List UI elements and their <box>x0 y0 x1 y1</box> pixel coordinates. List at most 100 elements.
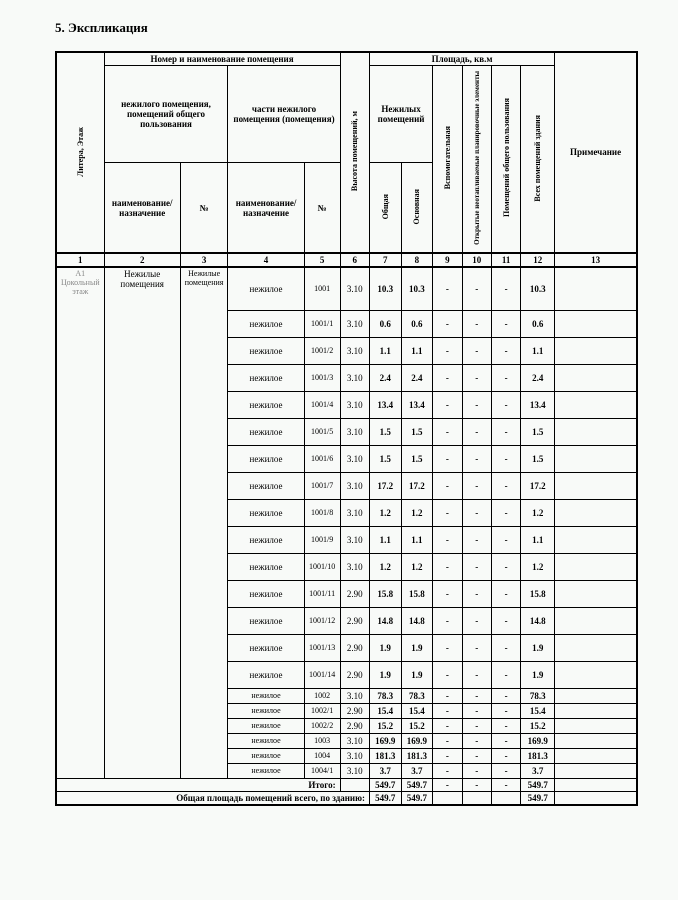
col-osnovnaya: Основная <box>412 185 421 228</box>
cell-obshaya: 1.2 <box>370 499 402 526</box>
cell-12: 1.1 <box>521 337 555 364</box>
cell-naim: нежилое <box>228 748 304 763</box>
cell-12: 0.6 <box>521 310 555 337</box>
cell-9: - <box>433 733 462 748</box>
cell-no: 1001/9 <box>304 526 340 553</box>
cell-osnovnaya: 181.3 <box>401 748 433 763</box>
cell-9: - <box>433 337 462 364</box>
cell-10: - <box>462 445 491 472</box>
cell-9: - <box>433 418 462 445</box>
cell-obshaya: 1.9 <box>370 634 402 661</box>
group-nomer: Номер и наименование помещения <box>104 52 340 66</box>
cell-11: - <box>491 580 520 607</box>
table-body: А1Цокольный этажНежилые помещенияНежилые… <box>56 267 637 779</box>
cell-prim <box>555 337 637 364</box>
cell-height: 2.90 <box>340 634 369 661</box>
col-pomesh: Помещений общего пользования <box>502 94 511 221</box>
cell-11: - <box>491 661 520 688</box>
cell-11: - <box>491 526 520 553</box>
cell-osnovnaya: 15.2 <box>401 718 433 733</box>
cell-11: - <box>491 688 520 703</box>
cell-osnovnaya: 1.1 <box>401 526 433 553</box>
cell-osnovnaya: 15.4 <box>401 703 433 718</box>
col-naim2: наименование/ назначение <box>228 163 304 253</box>
cell-osnovnaya: 1.9 <box>401 634 433 661</box>
sub-nezhilyh: Нежилых помещений <box>370 66 433 163</box>
cell-11: - <box>491 718 520 733</box>
col-vysota: Высота помещений, м <box>350 107 359 195</box>
cell-9: - <box>433 445 462 472</box>
cell-11: - <box>491 703 520 718</box>
cell-no: 1002/2 <box>304 718 340 733</box>
cell-obshaya: 10.3 <box>370 267 402 311</box>
cell-12: 15.4 <box>521 703 555 718</box>
cell-12: 1.5 <box>521 418 555 445</box>
cell-12: 13.4 <box>521 391 555 418</box>
cell-11: - <box>491 418 520 445</box>
cell-10: - <box>462 733 491 748</box>
cell-obshaya: 1.2 <box>370 553 402 580</box>
cell-10: - <box>462 634 491 661</box>
cell-11: - <box>491 445 520 472</box>
cell-osnovnaya: 1.5 <box>401 418 433 445</box>
cell-9: - <box>433 472 462 499</box>
cell-prim <box>555 310 637 337</box>
cell-12: 10.3 <box>521 267 555 311</box>
cell-obshaya: 1.5 <box>370 418 402 445</box>
cell-no: 1001/8 <box>304 499 340 526</box>
cell-11: - <box>491 364 520 391</box>
cell-no: 1003 <box>304 733 340 748</box>
cell-9: - <box>433 763 462 778</box>
cell-10: - <box>462 763 491 778</box>
cell-naim: нежилое <box>228 267 304 311</box>
cell-prim <box>555 267 637 311</box>
cell-naim: нежилое <box>228 688 304 703</box>
cell-12: 1.5 <box>521 445 555 472</box>
cell-obshaya: 3.7 <box>370 763 402 778</box>
cell-obshaya: 1.5 <box>370 445 402 472</box>
col-primechanie: Примечание <box>555 52 637 253</box>
cell-osnovnaya: 169.9 <box>401 733 433 748</box>
cell-osnovnaya: 13.4 <box>401 391 433 418</box>
cell-height: 3.10 <box>340 418 369 445</box>
cell-12: 17.2 <box>521 472 555 499</box>
cell-height: 3.10 <box>340 472 369 499</box>
cell-osnovnaya: 1.2 <box>401 553 433 580</box>
cell-no: 1001/6 <box>304 445 340 472</box>
cell-12: 78.3 <box>521 688 555 703</box>
cell-naim: нежилое <box>228 391 304 418</box>
cell-osnovnaya: 14.8 <box>401 607 433 634</box>
cell-naim: нежилое <box>228 607 304 634</box>
cell-prim <box>555 607 637 634</box>
cell-osnovnaya: 10.3 <box>401 267 433 311</box>
cell-11: - <box>491 763 520 778</box>
cell-obshaya: 15.4 <box>370 703 402 718</box>
cell-prim <box>555 580 637 607</box>
cell-11: - <box>491 472 520 499</box>
cell-naim: нежилое <box>228 703 304 718</box>
cell-height: 3.10 <box>340 733 369 748</box>
cell-naim: нежилое <box>228 418 304 445</box>
total-row: Общая площадь помещений всего, по зданию… <box>56 791 637 805</box>
cell-9: - <box>433 661 462 688</box>
cell-10: - <box>462 607 491 634</box>
cell-11: - <box>491 634 520 661</box>
litera-cell: А1 <box>75 269 85 278</box>
col-otkryt: Открытые неотапливаемые планировочные эл… <box>473 67 481 249</box>
group-no-cell: Нежилые помещения <box>180 267 228 779</box>
cell-osnovnaya: 0.6 <box>401 310 433 337</box>
cell-10: - <box>462 703 491 718</box>
cell-height: 2.90 <box>340 703 369 718</box>
cell-11: - <box>491 267 520 311</box>
group-naim-cell: Нежилые помещения <box>104 267 180 779</box>
cell-naim: нежилое <box>228 526 304 553</box>
cell-prim <box>555 526 637 553</box>
cell-obshaya: 15.8 <box>370 580 402 607</box>
cell-naim: нежилое <box>228 337 304 364</box>
cell-prim <box>555 364 637 391</box>
cell-11: - <box>491 337 520 364</box>
cell-11: - <box>491 391 520 418</box>
cell-12: 14.8 <box>521 607 555 634</box>
cell-obshaya: 1.1 <box>370 526 402 553</box>
cell-naim: нежилое <box>228 499 304 526</box>
